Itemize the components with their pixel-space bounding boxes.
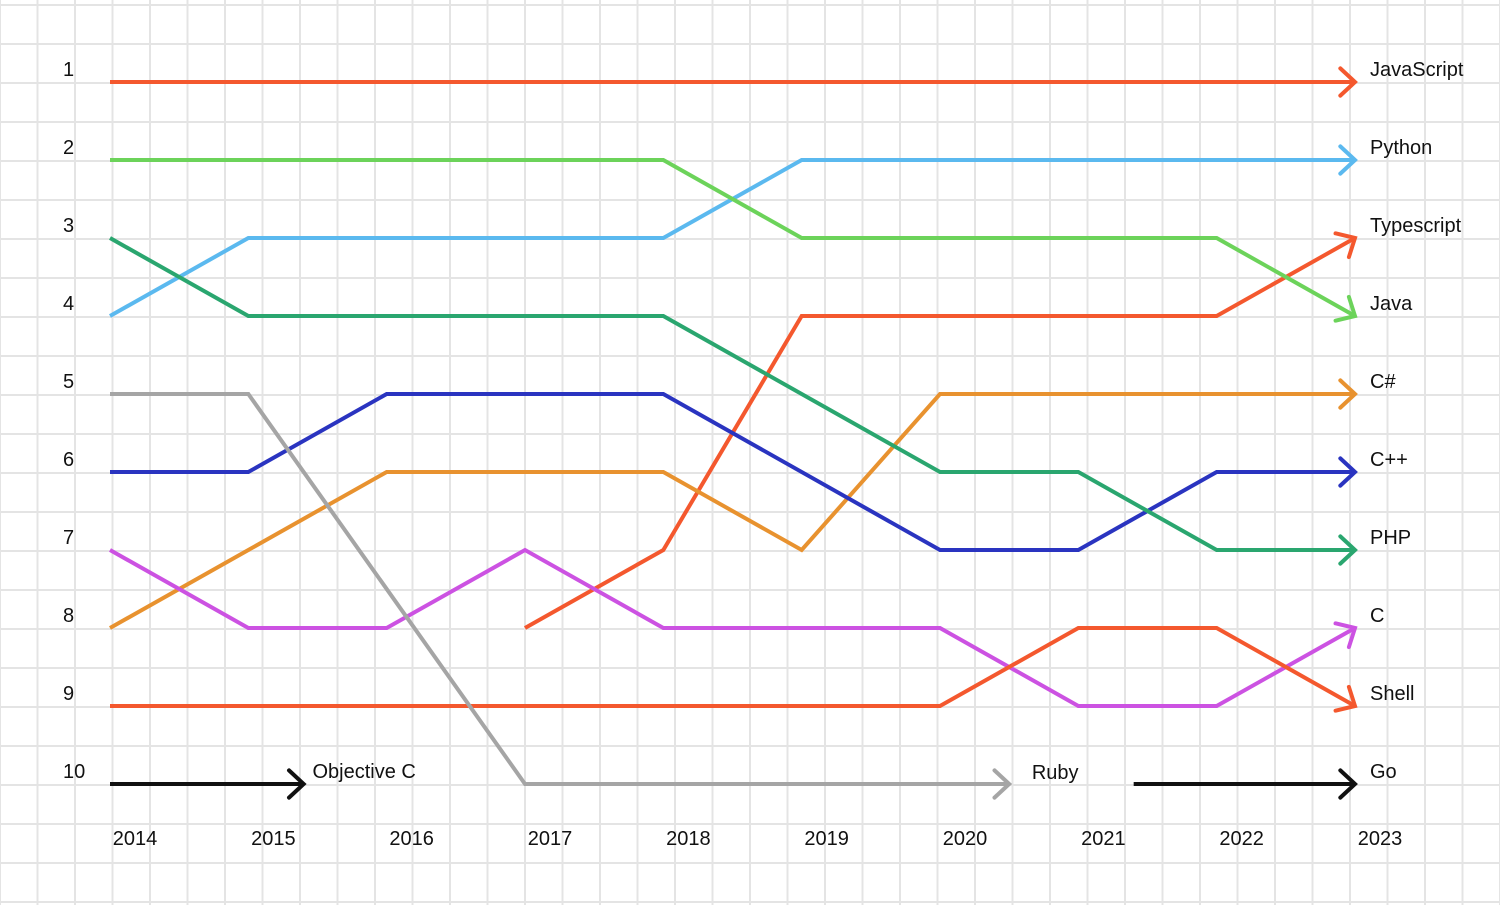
series-java (110, 158, 1358, 323)
series-arrowhead (1338, 768, 1358, 800)
language-labels: JavaScript Python Typescript Java C# C++ PHP C S… (313, 59, 1464, 784)
series-arrowhead (992, 768, 1013, 800)
series-objective-c (110, 768, 307, 800)
year-axis: 2014 2015 2016 2017 2018 2019 2020 2021 2022 2023 (113, 828, 1403, 850)
language-label-c: C++ (1370, 449, 1408, 471)
series-line (110, 392, 1355, 552)
series-line (109, 236, 1355, 552)
year-label: 2020 (943, 828, 988, 850)
year-label: 2019 (804, 828, 849, 850)
rank-label: 3 (63, 215, 74, 237)
language-label-c: C# (1370, 371, 1396, 393)
series-line (110, 158, 1356, 318)
series-arrowhead (287, 768, 307, 800)
year-label: 2017 (528, 828, 573, 850)
series-javascript (110, 66, 1358, 98)
series-line (110, 392, 1010, 786)
series-line (524, 236, 1356, 630)
year-label: 2022 (1219, 828, 1264, 850)
year-label: 2014 (113, 828, 158, 850)
series-line (109, 392, 1355, 630)
rank-label: 4 (63, 293, 74, 315)
series-arrowhead (1333, 294, 1358, 323)
series-php (109, 236, 1358, 566)
language-label-java: Java (1370, 293, 1413, 315)
year-label: 2021 (1081, 828, 1126, 850)
series-go (1133, 768, 1358, 800)
language-label-typescript: Typescript (1370, 215, 1462, 237)
series-arrowhead (1338, 456, 1358, 488)
language-label-c: C (1370, 605, 1384, 627)
series-c (109, 378, 1358, 630)
year-label: 2023 (1358, 828, 1403, 850)
rank-label: 5 (63, 371, 74, 393)
rank-label: 2 (63, 137, 74, 159)
language-label-javascript: JavaScript (1370, 59, 1464, 81)
year-label: 2018 (666, 828, 711, 850)
series-c (109, 547, 1358, 708)
rank-label: 10 (63, 761, 85, 783)
series-ruby (110, 392, 1013, 800)
series-typescript (524, 231, 1358, 630)
language-label-ruby: Ruby (1032, 762, 1079, 784)
series-arrowhead (1338, 66, 1358, 98)
series-c (110, 392, 1358, 552)
language-label-shell: Shell (1370, 683, 1414, 705)
series-arrowhead (1333, 231, 1358, 260)
year-label: 2016 (389, 828, 434, 850)
series-arrowhead (1338, 534, 1358, 566)
language-label-python: Python (1370, 137, 1432, 159)
language-label-go: Go (1370, 761, 1397, 783)
series-line (109, 158, 1355, 318)
rank-label: 6 (63, 449, 74, 471)
rank-label: 8 (63, 605, 74, 627)
series-python (109, 144, 1358, 318)
series-line (110, 626, 1356, 708)
series-lines (109, 66, 1358, 800)
language-label-php: PHP (1370, 527, 1411, 549)
rank-label: 7 (63, 527, 74, 549)
series-shell (110, 626, 1358, 713)
rank-axis: 1 2 3 4 5 6 7 8 9 10 (63, 59, 85, 783)
year-label: 2015 (251, 828, 296, 850)
series-arrowhead (1333, 684, 1358, 713)
language-label-objective-c: Objective C (313, 761, 416, 783)
series-arrowhead (1333, 621, 1358, 650)
rank-label: 1 (63, 59, 74, 81)
series-arrowhead (1338, 378, 1358, 410)
rank-label: 9 (63, 683, 74, 705)
series-arrowhead (1338, 144, 1358, 176)
series-line (109, 547, 1356, 708)
